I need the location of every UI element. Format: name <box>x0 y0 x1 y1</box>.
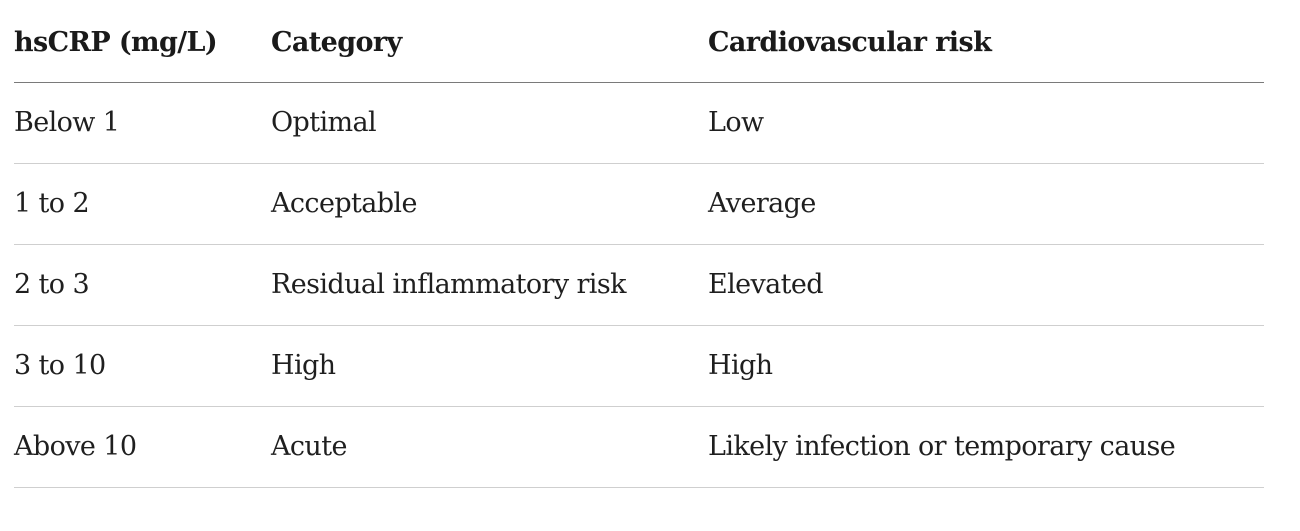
cell-category: Optimal <box>271 82 708 164</box>
header-cardiovascular-risk: Cardiovascular risk <box>708 0 1264 83</box>
table-row: Above 10 Acute Likely infection or tempo… <box>14 406 1264 488</box>
table-row: Below 1 Optimal Low <box>14 82 1264 164</box>
cell-hscrp: 1 to 2 <box>14 163 271 245</box>
cell-category: Acceptable <box>271 163 708 245</box>
cell-hscrp: 2 to 3 <box>14 244 271 326</box>
header-category: Category <box>271 0 708 83</box>
cell-risk: Likely infection or temporary cause <box>708 406 1264 488</box>
cell-risk: High <box>708 325 1264 407</box>
table-header: hsCRP (mg/L) Category Cardiovascular ris… <box>14 0 1264 83</box>
cell-risk: Elevated <box>708 244 1264 326</box>
table-body: Below 1 Optimal Low 1 to 2 Acceptable Av… <box>14 82 1264 488</box>
hscrp-risk-table: hsCRP (mg/L) Category Cardiovascular ris… <box>14 0 1264 488</box>
header-row: hsCRP (mg/L) Category Cardiovascular ris… <box>14 0 1264 83</box>
cell-hscrp: Above 10 <box>14 406 271 488</box>
table-row: 2 to 3 Residual inflammatory risk Elevat… <box>14 244 1264 326</box>
header-hscrp: hsCRP (mg/L) <box>14 0 271 83</box>
cell-category: High <box>271 325 708 407</box>
cell-hscrp: Below 1 <box>14 82 271 164</box>
table-row: 3 to 10 High High <box>14 325 1264 407</box>
hscrp-risk-table-container: hsCRP (mg/L) Category Cardiovascular ris… <box>14 0 1264 488</box>
cell-category: Acute <box>271 406 708 488</box>
cell-risk: Low <box>708 82 1264 164</box>
table-row: 1 to 2 Acceptable Average <box>14 163 1264 245</box>
cell-category: Residual inflammatory risk <box>271 244 708 326</box>
cell-risk: Average <box>708 163 1264 245</box>
cell-hscrp: 3 to 10 <box>14 325 271 407</box>
